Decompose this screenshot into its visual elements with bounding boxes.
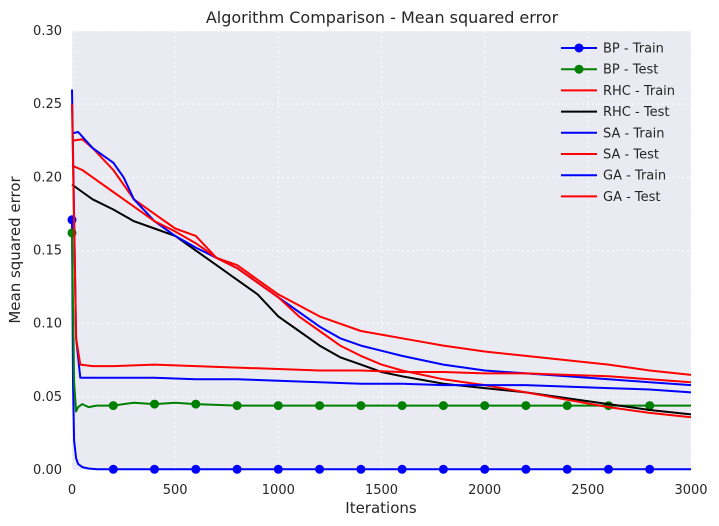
y-tick-label: 0.20	[33, 170, 62, 185]
legend-label: RHC - Test	[603, 105, 669, 120]
series-marker-bp-train	[521, 464, 531, 474]
series-marker-bp-train	[315, 464, 325, 474]
series-line-bp-test	[71, 232, 691, 413]
series-marker-bp-test	[150, 399, 159, 409]
legend-item-bp-train: BP - Train	[561, 42, 664, 57]
legend-item-rhc-train: RHC - Train	[561, 84, 675, 99]
legend-item-ga-train: GA - Train	[561, 169, 666, 184]
x-tick-label: 0	[68, 483, 76, 498]
legend: BP - Train BP - Test RHC - Train RHC - Test…	[561, 42, 675, 205]
y-tick-label: 0.05	[33, 390, 62, 405]
legend-label: BP - Test	[603, 63, 658, 78]
series-marker-bp-test	[397, 401, 407, 411]
series-marker-bp-test	[562, 401, 572, 411]
series-marker-bp-test	[521, 401, 531, 411]
series-marker-bp-test	[480, 401, 490, 411]
series-marker-bp-train	[397, 464, 407, 474]
series-marker-bp-test	[108, 401, 118, 411]
series-marker-bp-train	[356, 464, 366, 474]
x-tick-label: 2000	[468, 483, 501, 498]
legend-marker	[574, 43, 584, 53]
y-axis-ticks: 0.00 0.05 0.10 0.15 0.20 0.25 0.30	[33, 24, 62, 478]
x-tick-label: 1000	[262, 483, 295, 498]
y-tick-label: 0.15	[33, 244, 62, 259]
x-axis-ticks: 0 500 1000 1500 2000 2500 3000	[68, 483, 708, 498]
series-line-sa-test	[71, 164, 692, 419]
series-marker-bp-test	[438, 401, 448, 411]
legend-label: SA - Test	[603, 148, 659, 163]
chart-title: Algorithm Comparison - Mean squared erro…	[206, 8, 559, 27]
series-marker-bp-test	[315, 401, 325, 411]
series-marker-bp-train	[232, 464, 242, 474]
y-tick-label: 0.00	[33, 463, 62, 478]
legend-item-rhc-test: RHC - Test	[561, 105, 669, 120]
series-marker-bp-test	[191, 399, 201, 409]
x-tick-label: 3000	[674, 483, 707, 498]
series-marker-bp-train	[562, 464, 572, 474]
series-marker-bp-test	[356, 401, 366, 411]
series-marker-bp-test	[273, 401, 283, 411]
legend-label: RHC - Train	[603, 84, 675, 99]
x-tick-label: 2500	[571, 483, 604, 498]
legend-item-bp-test: BP - Test	[561, 63, 658, 78]
series-line-ga-train	[71, 89, 692, 394]
x-axis-label: Iterations	[345, 499, 417, 517]
legend-label: BP - Train	[603, 42, 664, 57]
y-axis-label: Mean squared error	[6, 175, 24, 323]
series-lines	[67, 89, 692, 474]
series-marker-bp-train	[438, 464, 448, 474]
series-marker-bp-test	[645, 401, 655, 411]
legend-item-sa-test: SA - Test	[561, 148, 659, 163]
series-line-ga-test	[71, 104, 692, 384]
series-marker-bp-test	[232, 401, 242, 411]
series-marker-bp-train	[480, 464, 490, 474]
series-line-rhc-train	[71, 138, 692, 376]
x-tick-label: 1500	[365, 483, 398, 498]
legend-marker	[574, 64, 584, 74]
legend-label: GA - Train	[603, 169, 666, 184]
series-marker-bp-train	[150, 464, 159, 474]
series-marker-bp-train	[604, 464, 613, 474]
legend-label: SA - Train	[603, 126, 665, 141]
y-tick-label: 0.10	[33, 317, 62, 332]
y-tick-label: 0.25	[33, 97, 62, 112]
series-marker-bp-train	[645, 464, 655, 474]
series-marker-bp-train	[191, 464, 201, 474]
legend-item-ga-test: GA - Test	[561, 190, 661, 205]
legend-item-sa-train: SA - Train	[561, 126, 665, 141]
x-tick-label: 500	[163, 483, 188, 498]
series-marker-bp-train	[108, 464, 118, 474]
y-tick-label: 0.30	[33, 24, 62, 39]
legend-label: GA - Test	[603, 190, 661, 205]
series-marker-bp-train	[273, 464, 283, 474]
